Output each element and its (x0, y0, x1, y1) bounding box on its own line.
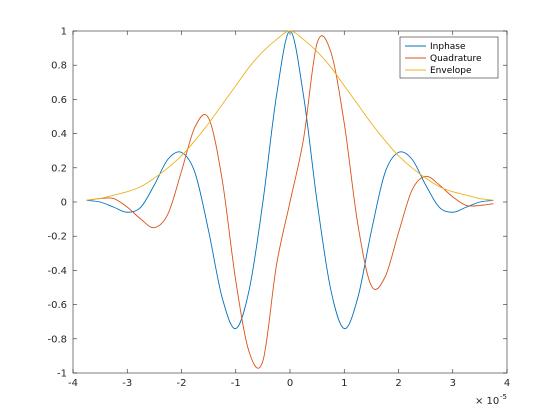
series-line-quadrature (86, 35, 494, 369)
legend-label-envelope: Envelope (430, 66, 472, 76)
x-axis-exponent-label: × 10 -5 (475, 393, 507, 407)
y-tick-label: -0.2 (47, 232, 67, 243)
legend: Inphase Quadrature Envelope (399, 36, 499, 79)
y-tick-label: -1 (57, 369, 67, 380)
x-tick-label: -4 (68, 378, 78, 389)
x-tick-label: -2 (177, 378, 187, 389)
legend-label-inphase: Inphase (430, 42, 466, 52)
y-tick-label: 0.6 (51, 95, 67, 106)
y-tick-label: -0.6 (47, 300, 67, 311)
legend-label-quadrature: Quadrature (430, 54, 482, 64)
series-line-envelope (86, 30, 494, 201)
legend-items: Inphase Quadrature Envelope (405, 42, 482, 76)
series-lines (86, 30, 494, 369)
y-tick-label: 0.2 (51, 163, 67, 174)
x-tick-label: 2 (395, 378, 401, 389)
x-tick-label: 1 (341, 378, 347, 389)
x-exponent-power: -5 (500, 393, 507, 401)
x-tick-label: 3 (450, 378, 456, 389)
y-tick-label: 0.8 (51, 61, 67, 72)
x-tick-label: -3 (122, 378, 132, 389)
x-tick-label: -1 (231, 378, 241, 389)
y-tick-label: -0.8 (47, 334, 67, 345)
y-tick-label: 1 (61, 27, 67, 38)
x-axis-ticks: -4 -3 -2 -1 0 1 2 3 4 (68, 31, 510, 389)
x-exponent-base: × 10 (475, 396, 499, 407)
y-tick-label: -0.4 (47, 266, 67, 277)
y-axis-ticks: -1 -0.8 -0.6 -0.4 -0.2 0 0.2 0.4 0.6 0.8 1 (47, 27, 507, 380)
x-tick-label: 4 (504, 378, 510, 389)
x-tick-label: 0 (287, 378, 293, 389)
y-tick-label: 0.4 (51, 129, 67, 140)
y-tick-label: 0 (61, 198, 67, 209)
